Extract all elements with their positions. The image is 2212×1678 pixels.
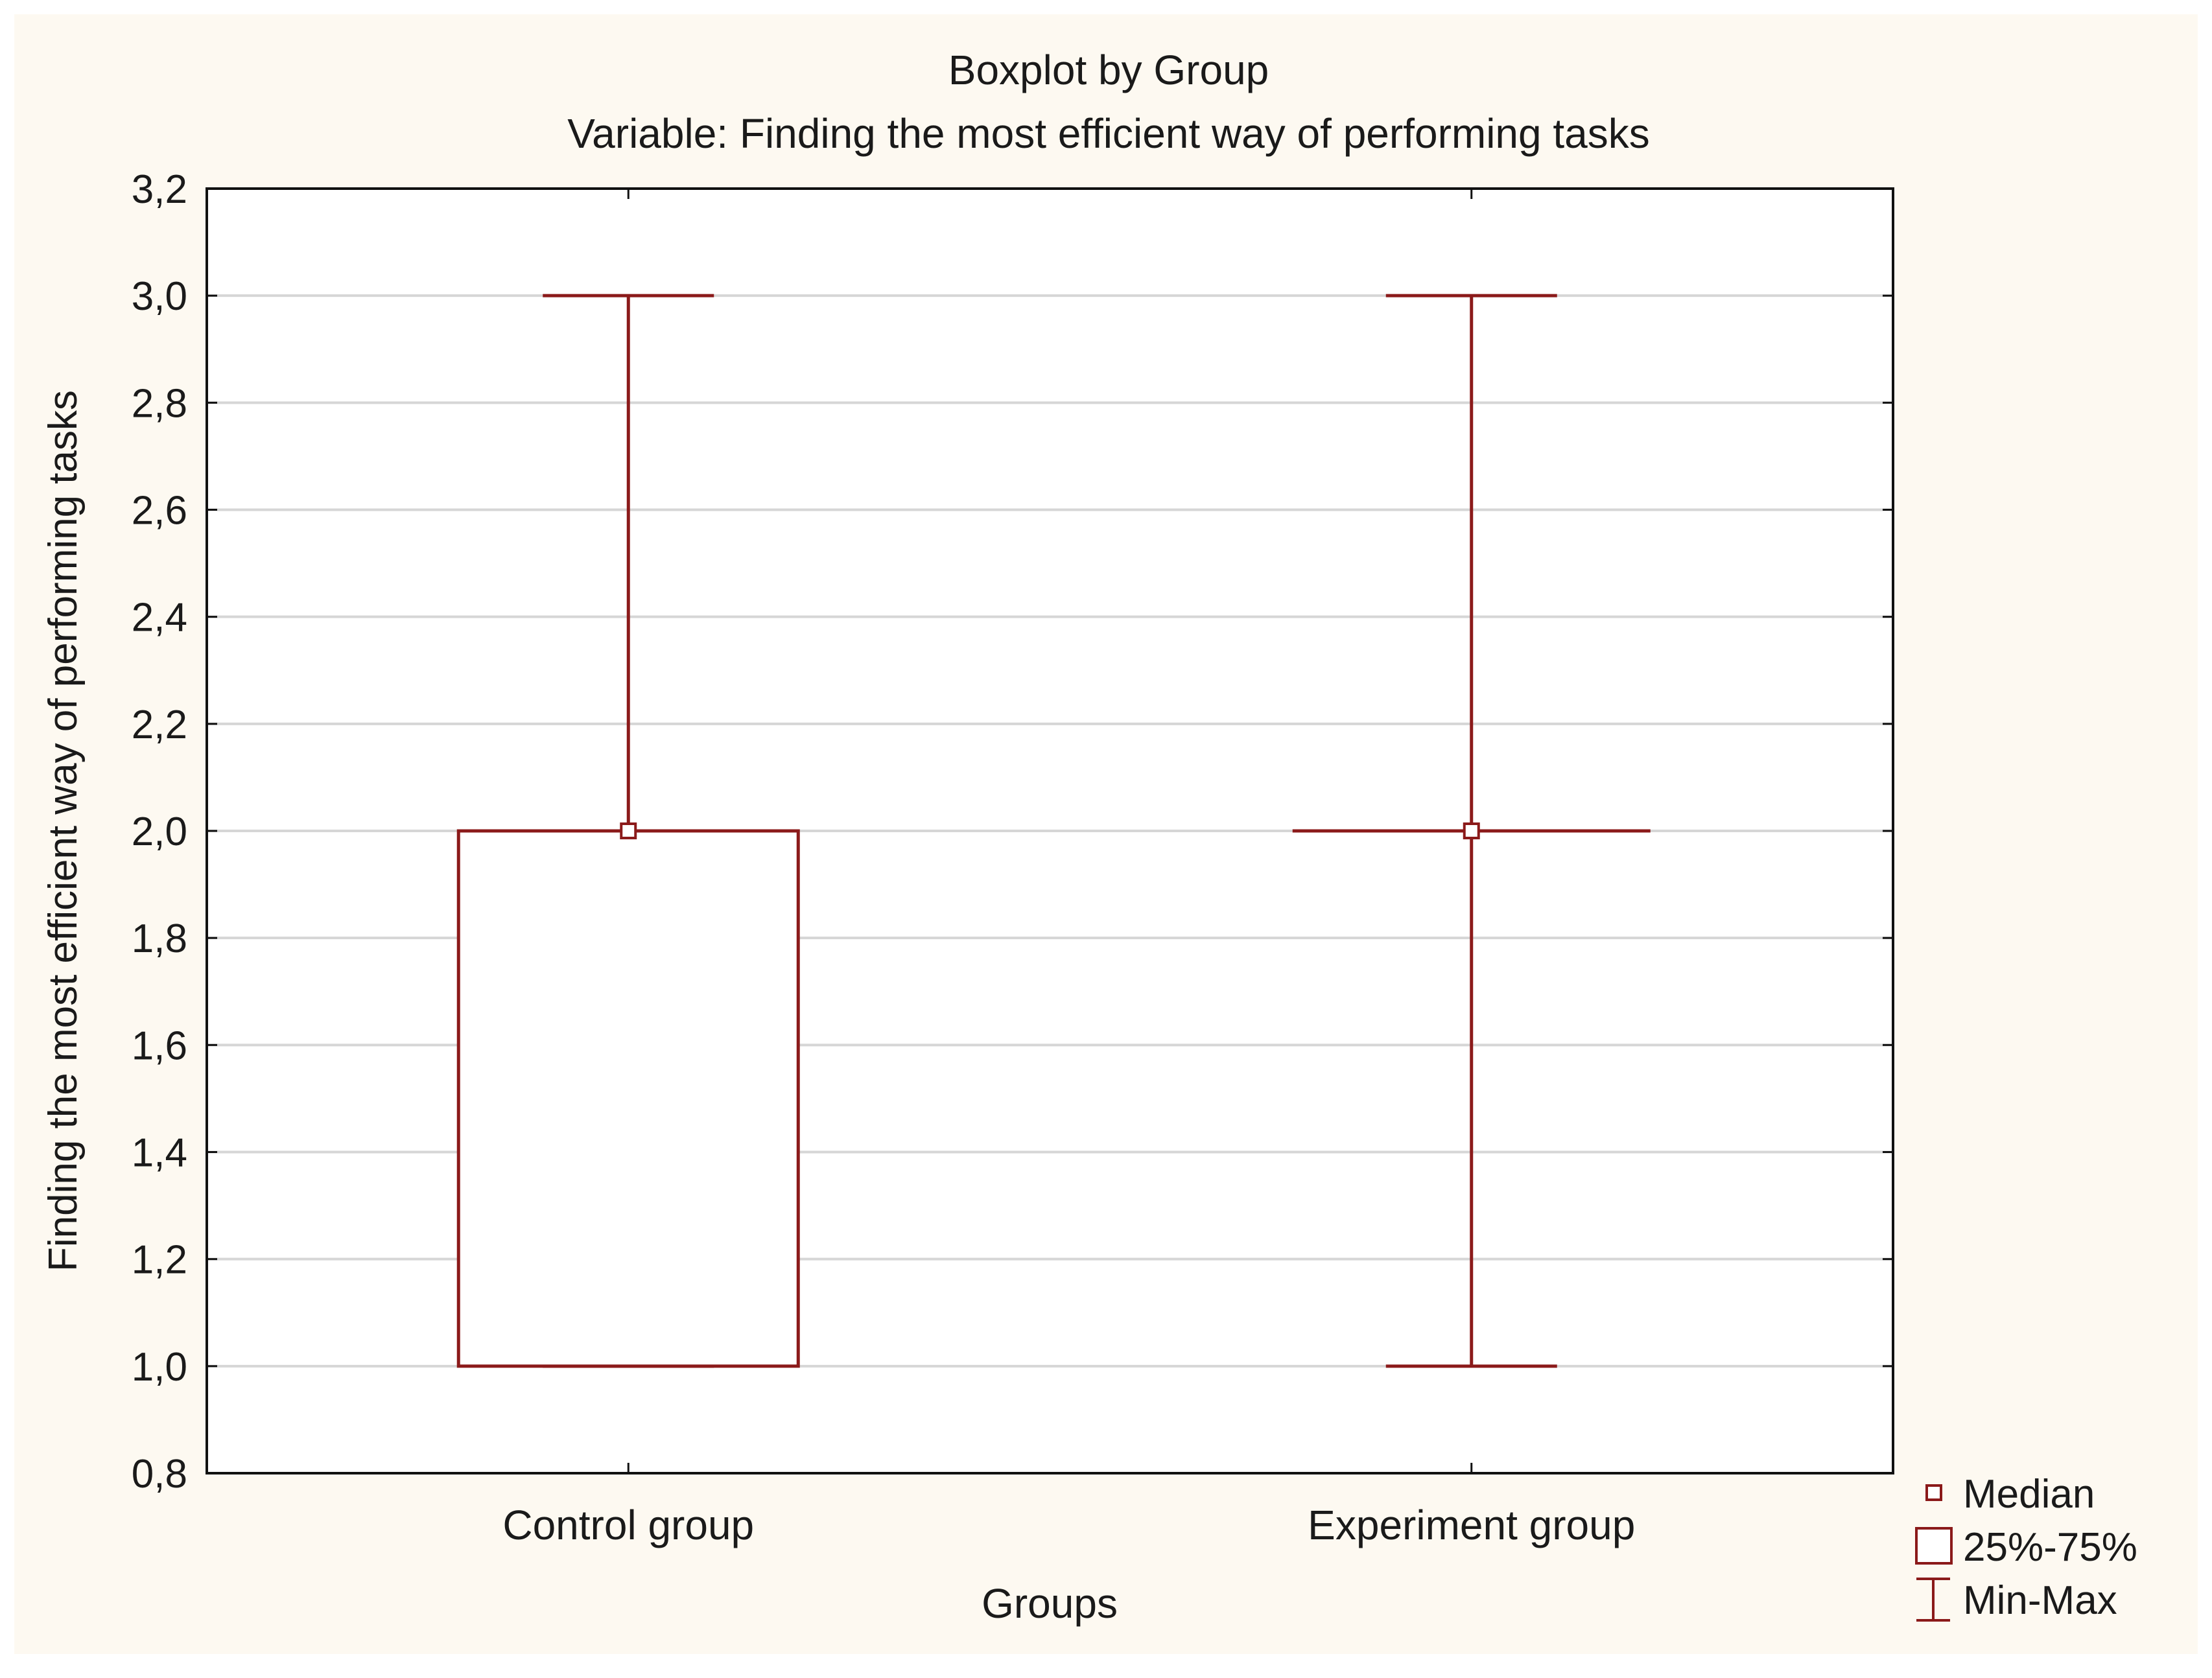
y-tick-label: 2,6	[132, 489, 187, 533]
y-tick-label: 1,4	[132, 1131, 187, 1176]
legend-label: Median	[1963, 1472, 2095, 1517]
legend: Median 25%-75% Min-Max	[1915, 1472, 2137, 1623]
legend-median-symbol	[1925, 1484, 1942, 1501]
chart-title: Boxplot by Group	[948, 47, 1269, 93]
box-marks	[456, 294, 1651, 1368]
y-tick-label: 1,8	[132, 916, 187, 961]
legend-label: Min-Max	[1963, 1578, 2117, 1623]
y-axis: 0,8 1,0 1,2 1,4 1,6 1,8 2,0 2,2 2,4 2,6 2,8 3,0 3,2	[132, 167, 1893, 1497]
legend-item-box: 25%-75%	[1915, 1525, 2137, 1570]
y-tick-label: 2,8	[132, 381, 187, 426]
y-tick-label: 2,4	[132, 596, 187, 640]
legend-item-median: Median	[1925, 1472, 2095, 1517]
legend-item-whisker: Min-Max	[1916, 1578, 2117, 1623]
legend-label: 25%-75%	[1963, 1525, 2137, 1570]
median-marker	[1463, 822, 1480, 839]
x-tick-label: Experiment group	[1308, 1502, 1635, 1548]
x-tick-label: Control group	[502, 1502, 754, 1548]
x-axis: Control group Experiment group	[502, 189, 1635, 1548]
y-tick-label: 1,2	[132, 1238, 187, 1283]
y-tick-label: 1,0	[132, 1345, 187, 1390]
y-tick-label: 3,0	[132, 274, 187, 319]
y-tick-label: 2,0	[132, 810, 187, 854]
y-axis-label: Finding the most efficient way of perfor…	[41, 390, 86, 1272]
y-tick-label: 0,8	[132, 1452, 187, 1497]
iqr-box	[456, 829, 800, 1368]
chart-subtitle: Variable: Finding the most efficient way…	[567, 110, 1650, 157]
x-axis-label: Groups	[982, 1580, 1118, 1627]
y-tick-label: 2,2	[132, 703, 187, 747]
median-marker	[620, 822, 637, 839]
y-tick-label: 1,6	[132, 1023, 187, 1068]
legend-box-symbol	[1915, 1527, 1953, 1565]
boxplot-experiment-group	[1292, 294, 1651, 1368]
y-tick-label: 3,2	[132, 167, 187, 212]
boxplot-control-group	[456, 294, 800, 1368]
